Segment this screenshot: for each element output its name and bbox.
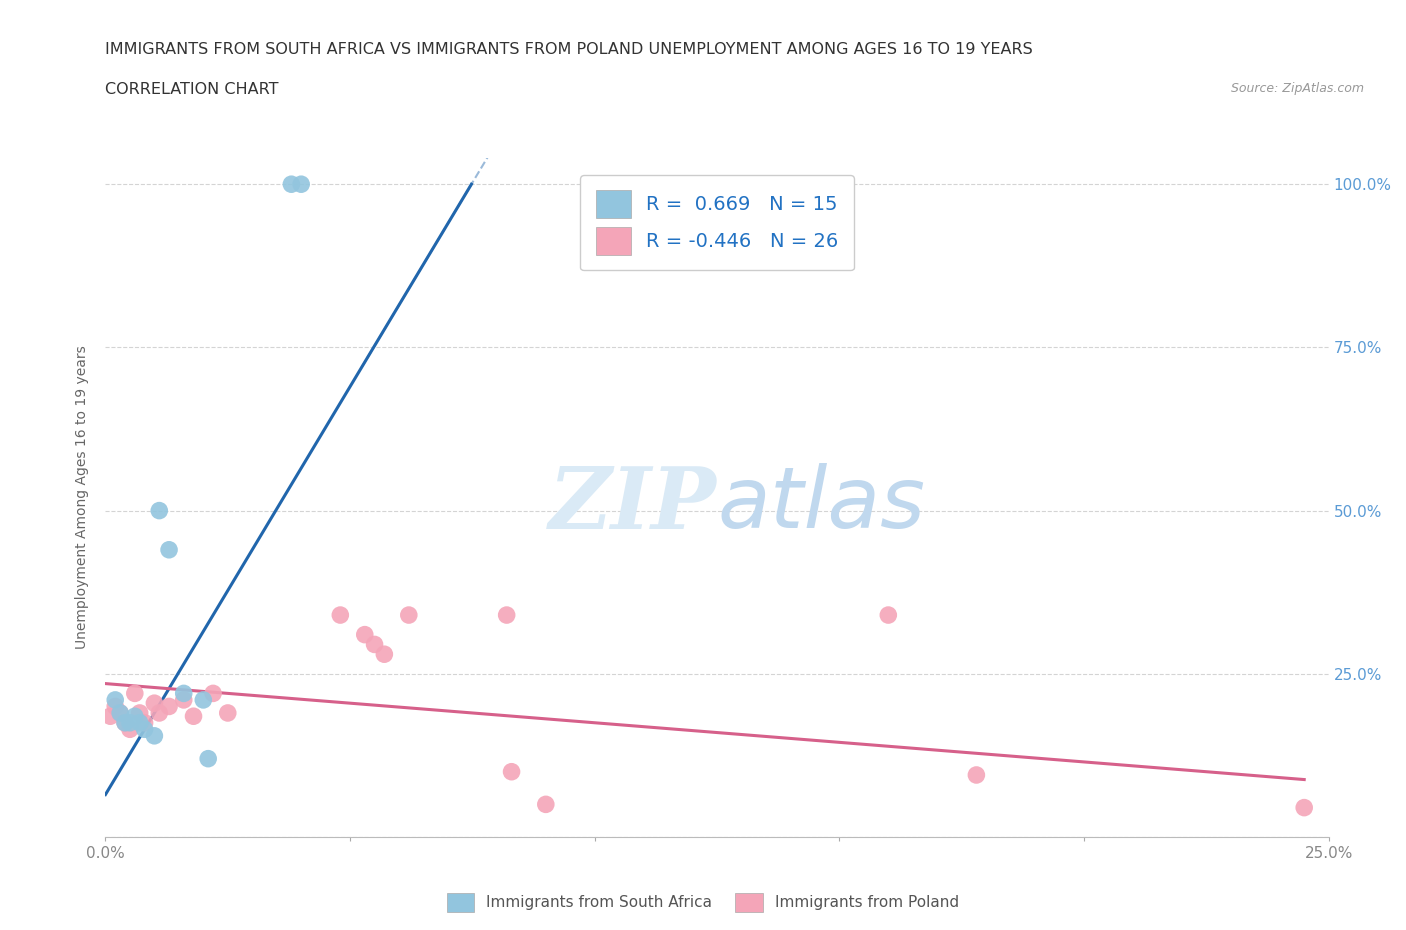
Point bbox=[134, 722, 156, 737]
Point bbox=[108, 706, 131, 721]
Point bbox=[118, 722, 141, 737]
Point bbox=[363, 637, 385, 652]
Text: IMMIGRANTS FROM SOUTH AFRICA VS IMMIGRANTS FROM POLAND UNEMPLOYMENT AMONG AGES 1: IMMIGRANTS FROM SOUTH AFRICA VS IMMIGRAN… bbox=[105, 42, 1033, 57]
Point bbox=[148, 503, 170, 518]
Y-axis label: Unemployment Among Ages 16 to 19 years: Unemployment Among Ages 16 to 19 years bbox=[76, 346, 90, 649]
Point bbox=[148, 706, 170, 721]
Point bbox=[280, 177, 302, 192]
Legend: Immigrants from South Africa, Immigrants from Poland: Immigrants from South Africa, Immigrants… bbox=[440, 887, 966, 918]
Point bbox=[373, 646, 395, 661]
Point bbox=[217, 706, 239, 721]
Point bbox=[124, 686, 146, 701]
Point bbox=[143, 728, 166, 743]
Point bbox=[290, 177, 312, 192]
Point bbox=[353, 627, 375, 642]
Text: atlas: atlas bbox=[717, 463, 925, 546]
Text: CORRELATION CHART: CORRELATION CHART bbox=[105, 82, 278, 97]
Point bbox=[193, 693, 215, 708]
Point bbox=[398, 607, 420, 622]
Point bbox=[495, 607, 517, 622]
Point bbox=[877, 607, 900, 622]
Point bbox=[143, 696, 166, 711]
Point bbox=[114, 715, 136, 730]
Point bbox=[329, 607, 352, 622]
Point bbox=[183, 709, 205, 724]
Text: Source: ZipAtlas.com: Source: ZipAtlas.com bbox=[1230, 82, 1364, 95]
Point bbox=[965, 767, 987, 782]
Point bbox=[197, 751, 219, 766]
Point bbox=[124, 709, 146, 724]
Point bbox=[98, 709, 121, 724]
Point bbox=[501, 764, 523, 779]
Point bbox=[108, 706, 131, 721]
Point bbox=[157, 542, 180, 557]
Point bbox=[104, 693, 127, 708]
Point bbox=[128, 715, 150, 730]
Legend: R =  0.669   N = 15, R = -0.446   N = 26: R = 0.669 N = 15, R = -0.446 N = 26 bbox=[581, 175, 853, 271]
Point bbox=[118, 715, 141, 730]
Point bbox=[134, 715, 156, 730]
Point bbox=[104, 699, 127, 714]
Point bbox=[1294, 800, 1316, 815]
Text: ZIP: ZIP bbox=[550, 462, 717, 546]
Point bbox=[128, 706, 150, 721]
Point bbox=[114, 715, 136, 730]
Point bbox=[173, 693, 195, 708]
Point bbox=[157, 699, 180, 714]
Point bbox=[202, 686, 225, 701]
Point bbox=[534, 797, 557, 812]
Point bbox=[173, 686, 195, 701]
